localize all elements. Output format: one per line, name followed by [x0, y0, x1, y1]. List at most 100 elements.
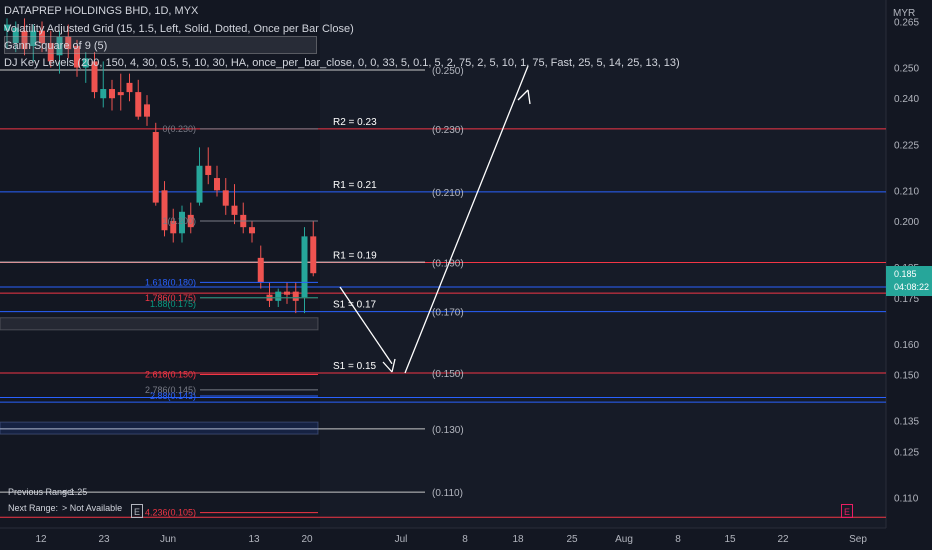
candle-body [144, 104, 150, 117]
currency-label: MYR [893, 8, 916, 19]
fib-label: 2.786(0.145) [145, 385, 196, 395]
gann-zone [0, 317, 319, 331]
x-tick-label: 12 [35, 534, 47, 545]
support-zone [0, 421, 319, 435]
candle-body [65, 36, 72, 50]
white-level-bracket: (0.130) [432, 425, 464, 436]
y-tick-label: 0.225 [894, 140, 919, 151]
candle-body [222, 190, 229, 206]
arrow-head-down [382, 358, 396, 373]
last-price-tag: 0.185 04:08:22 [886, 266, 932, 296]
next-range-value: > Not Available [62, 503, 123, 513]
y-tick-label: 0.210 [894, 186, 919, 197]
x-tick-label: 8 [462, 534, 468, 545]
x-tick-label: 25 [566, 534, 578, 545]
x-tick-label: 23 [98, 534, 110, 545]
candle-body [231, 205, 238, 215]
fib-label: 1.618(0.180) [145, 277, 196, 287]
projection-up-line [404, 65, 529, 374]
fib-label: 1.88(0.175) [150, 299, 196, 309]
red-level-bracket: (0.190) [432, 258, 464, 269]
candle-body [310, 236, 317, 274]
candle-body [275, 291, 282, 301]
y-tick-label: 0.160 [894, 340, 919, 351]
blue-level-label: S1 = 0.17 [333, 300, 377, 311]
candle-body [4, 24, 10, 31]
candle-body [196, 165, 203, 203]
future-shade [320, 0, 886, 528]
chart-title: DATAPREP HOLDINGS BHD, 1D, MYX [4, 5, 199, 17]
y-tick-label: 0.250 [894, 64, 919, 75]
x-tick-label: 22 [777, 534, 789, 545]
indicator-volatility-grid[interactable]: Volatility Adjusted Grid (15, 1.5, Left,… [4, 23, 354, 35]
candle-body [91, 61, 98, 93]
candle-body [82, 58, 89, 68]
candle-body [47, 42, 54, 62]
next-range-label: Next Range: [8, 503, 59, 513]
indicator-gann-square[interactable]: Gann Square of 9 (5) [4, 40, 108, 52]
candle-body [30, 30, 37, 47]
candle-body [170, 221, 177, 234]
x-tick-label: Aug [615, 534, 633, 545]
candle-body [214, 178, 220, 191]
candle-body [187, 214, 194, 228]
candle-body [135, 92, 142, 117]
y-tick-label: 0.175 [894, 294, 919, 305]
candle-body [284, 291, 290, 295]
candle-body [292, 291, 299, 301]
white-level-bracket: (0.110) [432, 488, 463, 499]
y-tick-label: 0.150 [894, 371, 919, 382]
indicator-key-levels[interactable]: DJ Key Levels (200, 150, 4, 30, 0.5, 5, … [4, 57, 680, 69]
candle-body [249, 227, 255, 234]
y-tick-label: 0.135 [894, 417, 919, 428]
y-tick-label: 0.265 [894, 17, 919, 28]
blue-level-bracket: (0.170) [432, 308, 464, 319]
x-tick-label: 13 [248, 534, 260, 545]
projection-down-line [339, 286, 393, 365]
fib-label: 1.786(0.175) [145, 293, 196, 303]
candle-body [257, 257, 264, 283]
x-tick-label: Jul [395, 534, 408, 545]
earnings-badge-future[interactable]: E [841, 504, 853, 518]
blue-level-label: R1 = 0.21 [333, 180, 377, 191]
gann-indicator-box [4, 36, 317, 54]
x-tick-label: 8 [675, 534, 681, 545]
candle-body [21, 30, 28, 50]
candle-body [117, 92, 124, 96]
x-tick-label: 15 [724, 534, 736, 545]
red-level-label: R2 = 0.23 [333, 117, 377, 128]
candle-body [12, 27, 19, 43]
candle-body [126, 82, 133, 93]
x-tick-label: Jun [160, 534, 176, 545]
red-level-bracket: (0.230) [432, 125, 464, 136]
white-level-bracket: (0.250) [432, 66, 464, 77]
candle-body [74, 46, 80, 68]
fib-label: 2.618(0.150) [145, 370, 196, 380]
red-level-bracket: (0.150) [432, 369, 464, 380]
fib-label: 0(0.230) [162, 124, 196, 134]
candle-body [301, 236, 308, 298]
candle-body [100, 89, 107, 99]
previous-range-label: Previous Range: [8, 487, 75, 497]
x-tick-label: 18 [512, 534, 524, 545]
x-tick-label: Sep [849, 534, 867, 545]
candle-body [161, 190, 168, 231]
y-tick-label: 0.125 [894, 447, 919, 458]
candle-body [56, 36, 63, 56]
last-price-value: 0.185 [894, 269, 917, 279]
arrow-head-up [517, 89, 531, 105]
earnings-badge[interactable]: E [131, 504, 143, 518]
y-tick-label: 0.200 [894, 217, 919, 228]
candle-body [152, 132, 159, 203]
y-tick-label: 0.110 [894, 493, 919, 504]
previous-range-value: < 1.25 [62, 487, 88, 497]
candle-body [179, 211, 185, 234]
bar-countdown: 04:08:22 [894, 282, 930, 292]
blue-level-bracket: (0.210) [432, 188, 464, 199]
candle-body [39, 30, 45, 43]
candle-body [109, 89, 115, 99]
y-tick-label: 0.240 [894, 94, 919, 105]
red-level-label: R1 = 0.19 [333, 250, 377, 261]
fib-label: 2.88(0.143) [150, 391, 196, 401]
